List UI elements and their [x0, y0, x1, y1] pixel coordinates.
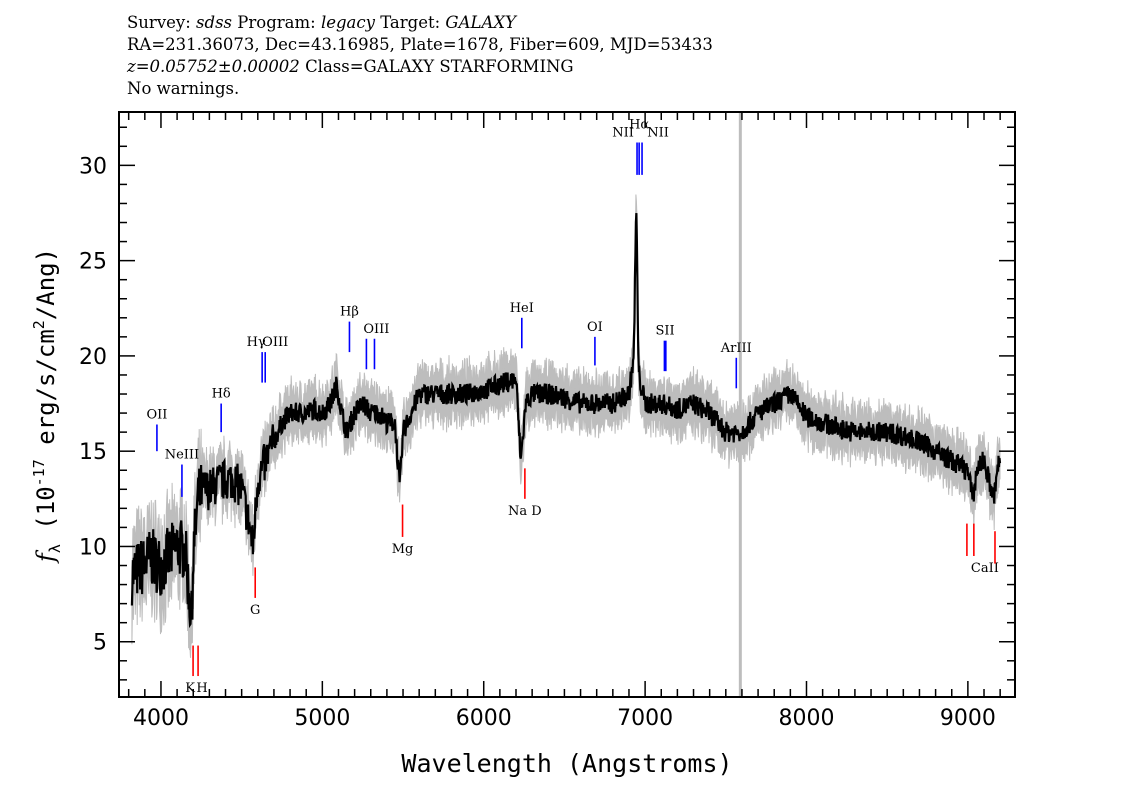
y-label-end: /Ang)	[32, 248, 60, 320]
emission-line-label: NeIII	[165, 448, 199, 463]
absorption-line-label: Na D	[508, 504, 542, 519]
y-label-units: erg/s/cm	[32, 329, 60, 459]
flux-line	[130, 213, 1002, 629]
y-label-exponent: -17	[30, 459, 48, 486]
emission-line-label: OIII	[363, 322, 389, 337]
emission-line-label: OIII	[262, 335, 288, 350]
y-axis-label: fλ (10-17 erg/s/cm2/Ang)	[30, 248, 64, 564]
redshift-value: z=0.05752±0.00002	[127, 57, 300, 76]
emission-line-label: SII	[656, 324, 675, 339]
survey-value: sdss	[196, 13, 233, 32]
y-tick-label: 5	[93, 631, 107, 656]
emission-line-label: OI	[587, 320, 603, 335]
warnings-text: No warnings.	[127, 79, 240, 98]
x-tick-label: 9000	[940, 706, 996, 731]
survey-label: Survey:	[127, 13, 191, 32]
y-label-square: 2	[30, 320, 48, 329]
emission-line-label: NII	[612, 125, 634, 140]
program-value: legacy	[320, 13, 375, 32]
emission-line-label: OII	[146, 408, 167, 423]
x-axis-label: Wavelength (Angstroms)	[401, 749, 732, 778]
x-tick-label: 6000	[456, 706, 512, 731]
emission-line-label: Hβ	[340, 305, 359, 320]
spectral-line-markers: OIINeIIIHδHγOIIIHβOIIIHeIOINIIHαNIISIIAr…	[146, 117, 998, 696]
emission-line-label: HeI	[510, 301, 534, 316]
y-tick-label: 20	[79, 345, 107, 370]
target-value: GALAXY	[445, 13, 517, 32]
program-label: Program:	[237, 13, 316, 32]
x-tick-label: 5000	[294, 706, 350, 731]
x-tick-label: 4000	[133, 706, 189, 731]
emission-line-label: NII	[647, 125, 669, 140]
header-line-1: Survey: sdss Program: legacy Target: GAL…	[127, 12, 713, 34]
emission-line-label: ArIII	[720, 341, 752, 356]
emission-line-label: Hγ	[247, 335, 266, 350]
absorption-line-label: H	[196, 681, 207, 696]
flux-series	[130, 213, 1002, 629]
x-tick-label: 7000	[617, 706, 673, 731]
y-tick-label: 15	[79, 440, 107, 465]
absorption-line-label: Mg	[392, 542, 414, 557]
emission-line-label: Hδ	[212, 387, 231, 402]
header-line-2: RA=231.36073, Dec=43.16985, Plate=1678, …	[127, 35, 713, 54]
spectrum-header: Survey: sdss Program: legacy Target: GAL…	[127, 12, 713, 100]
absorption-line-label: G	[250, 603, 260, 618]
absorption-line-label: K	[185, 681, 195, 696]
y-tick-label: 25	[79, 250, 107, 275]
class-value: Class=GALAXY STARFORMING	[305, 57, 574, 76]
plot-frame	[118, 111, 1016, 698]
y-tick-label: 10	[79, 535, 107, 560]
target-label: Target:	[380, 13, 441, 32]
y-label-lambda: λ	[46, 544, 64, 553]
absorption-line-label: CaII	[971, 561, 999, 576]
emission-line-label: Hα	[629, 117, 649, 132]
axes: 4000 5000 6000 7000 8000 9000 5 10 15 20 25 30	[79, 112, 1015, 731]
x-tick-label: 8000	[778, 706, 834, 731]
y-tick-label: 30	[79, 154, 107, 179]
y-label-part: (10	[32, 486, 60, 544]
header-line-3: z=0.05752±0.00002 Class=GALAXY STARFORMI…	[127, 56, 713, 78]
